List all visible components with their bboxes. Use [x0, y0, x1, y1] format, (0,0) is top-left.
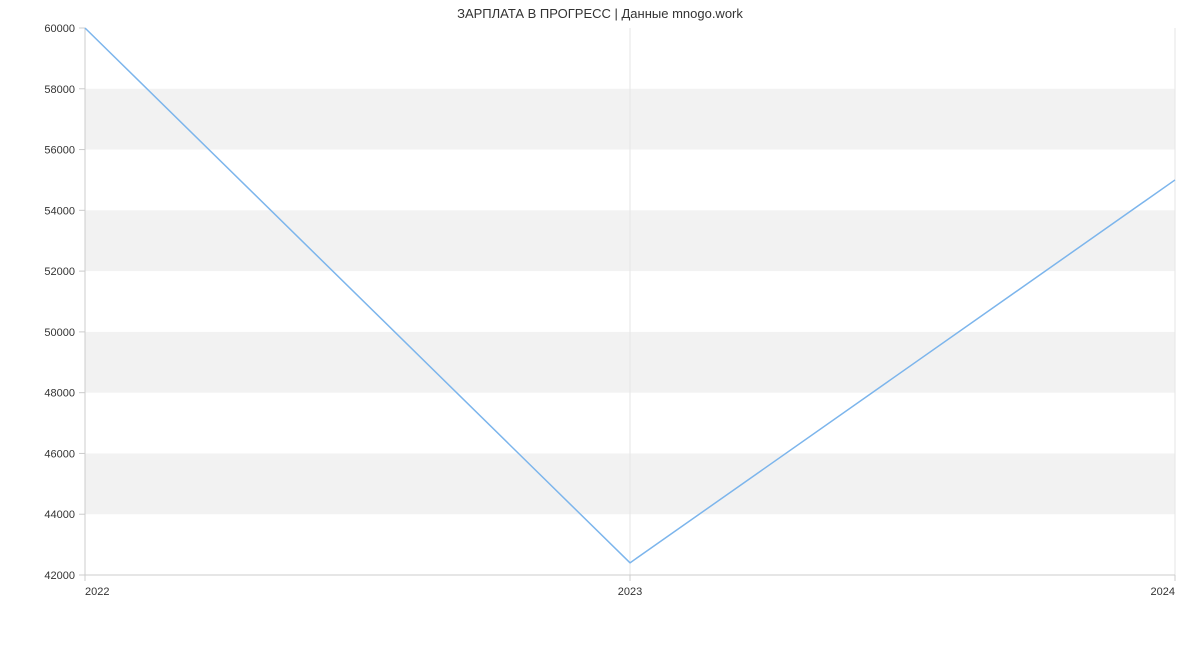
chart-container: ЗАРПЛАТА В ПРОГРЕСС | Данные mnogo.work …: [0, 0, 1200, 650]
y-tick-label: 60000: [44, 23, 75, 35]
y-tick-label: 48000: [44, 388, 75, 400]
y-tick-label: 46000: [44, 448, 75, 460]
y-tick-label: 54000: [44, 205, 75, 217]
y-tick-label: 50000: [44, 327, 75, 339]
y-tick-label: 58000: [44, 84, 75, 96]
x-tick-label: 2022: [85, 586, 109, 598]
y-tick-label: 44000: [44, 509, 75, 521]
x-tick-label: 2024: [1151, 586, 1175, 598]
x-tick-label: 2023: [618, 586, 642, 598]
line-chart: 42000 44000 46000 48000 50000 52000 54000 56000…: [0, 0, 1200, 650]
y-tick-label: 56000: [44, 145, 75, 157]
y-tick-label: 52000: [44, 266, 75, 278]
y-tick-label: 42000: [44, 570, 75, 582]
